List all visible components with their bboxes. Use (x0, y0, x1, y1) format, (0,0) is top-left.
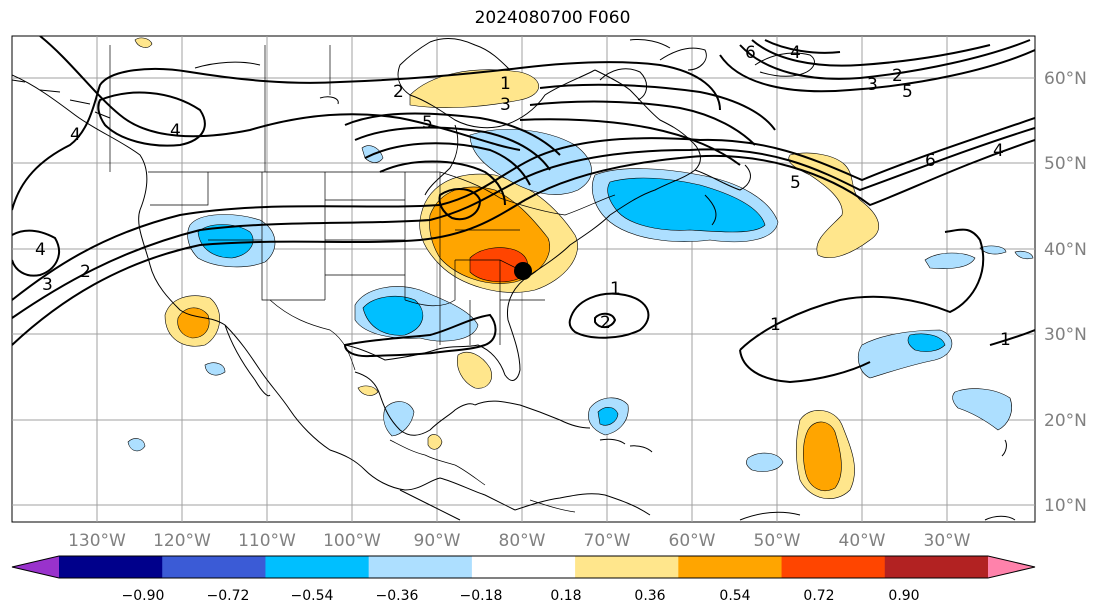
colorbar-segment (678, 556, 783, 578)
colorbar-tick: 0.90 (888, 588, 919, 604)
contour-label: 5 (422, 113, 433, 133)
colorbar-extend-max (988, 556, 1035, 578)
contour-label: 6 (745, 43, 756, 63)
contour-label: 1 (500, 74, 511, 94)
colorbar-segment (265, 556, 370, 578)
contour-label: 3 (42, 275, 53, 295)
contour-label: 6 (925, 151, 936, 171)
lon-label: 50°W (754, 531, 801, 551)
colorbar-tick-labels: −0.90 −0.72 −0.54 −0.36 −0.18 0.18 0.36 … (122, 588, 920, 604)
colorbar-tick: 0.54 (719, 588, 750, 604)
colorbar-tick: −0.36 (376, 588, 419, 604)
lat-label: 40°N (1044, 240, 1087, 260)
colorbar (11, 555, 1036, 579)
lon-label: 40°W (839, 531, 886, 551)
contour-label: 4 (790, 43, 801, 63)
contour-labels: 1 3 2 5 4 4 4 2 3 1 2 1 1 6 4 5 6 4 2 3 … (35, 43, 1011, 350)
contour-label: 1 (1000, 330, 1011, 350)
colorbar-segment (575, 556, 679, 578)
lat-label: 10°N (1044, 496, 1087, 516)
contour-label: 4 (993, 141, 1004, 161)
political-borders (109, 45, 616, 513)
lon-label: 60°W (669, 531, 716, 551)
colorbar-tick: 0.18 (550, 588, 581, 604)
lon-label: 100°W (323, 531, 381, 551)
contour-label: 4 (170, 121, 181, 141)
contour-label: 2 (80, 262, 91, 282)
colorbar-segment (59, 556, 163, 578)
lon-label: 70°W (584, 531, 631, 551)
colorbar-segment (781, 556, 886, 578)
colorbar-tick: 0.72 (803, 588, 834, 604)
colorbar-outline (11, 555, 1036, 579)
lat-label: 60°N (1044, 69, 1087, 89)
lon-label: 110°W (238, 531, 296, 551)
contour-label: 4 (70, 125, 81, 145)
colorbar-segment (368, 556, 473, 578)
colorbar-tick: −0.72 (207, 588, 250, 604)
contour-label: 2 (393, 82, 404, 102)
colorbar-tick: −0.90 (122, 588, 165, 604)
lon-label: 90°W (414, 531, 461, 551)
highlight-point-marker (514, 262, 532, 280)
latitude-labels: 60°N 50°N 40°N 30°N 20°N 10°N (1044, 69, 1087, 516)
contour-label: 5 (790, 173, 801, 193)
contour-label: 5 (902, 82, 913, 102)
colorbar-segment (884, 556, 989, 578)
lat-label: 50°N (1044, 154, 1087, 174)
lon-label: 130°W (68, 531, 126, 551)
lon-label: 30°W (924, 531, 971, 551)
colorbar-segment (162, 556, 266, 578)
colorbar-tick: 0.36 (634, 588, 665, 604)
contour-label: 2 (892, 66, 903, 86)
contour-label: 3 (867, 75, 878, 95)
lat-label: 20°N (1044, 411, 1087, 431)
colorbar-tick: −0.54 (291, 588, 334, 604)
lat-label: 30°N (1044, 325, 1087, 345)
contour-label: 4 (35, 240, 46, 260)
lon-label: 120°W (153, 531, 211, 551)
lon-label: 80°W (499, 531, 546, 551)
contour-lines (12, 36, 1035, 384)
map-title: 2024080700 F060 (474, 8, 631, 28)
colorbar-segment (471, 556, 576, 578)
contour-label: 3 (500, 95, 511, 115)
colorbar-extend-min (12, 556, 59, 578)
longitude-labels: 130°W 120°W 110°W 100°W 90°W 80°W 70°W 6… (68, 531, 971, 551)
contour-label: 1 (770, 315, 781, 335)
colorbar-tick: −0.18 (460, 588, 503, 604)
contour-label: 1 (610, 279, 621, 299)
coastlines (12, 37, 1016, 521)
contour-label: 2 (600, 313, 611, 333)
